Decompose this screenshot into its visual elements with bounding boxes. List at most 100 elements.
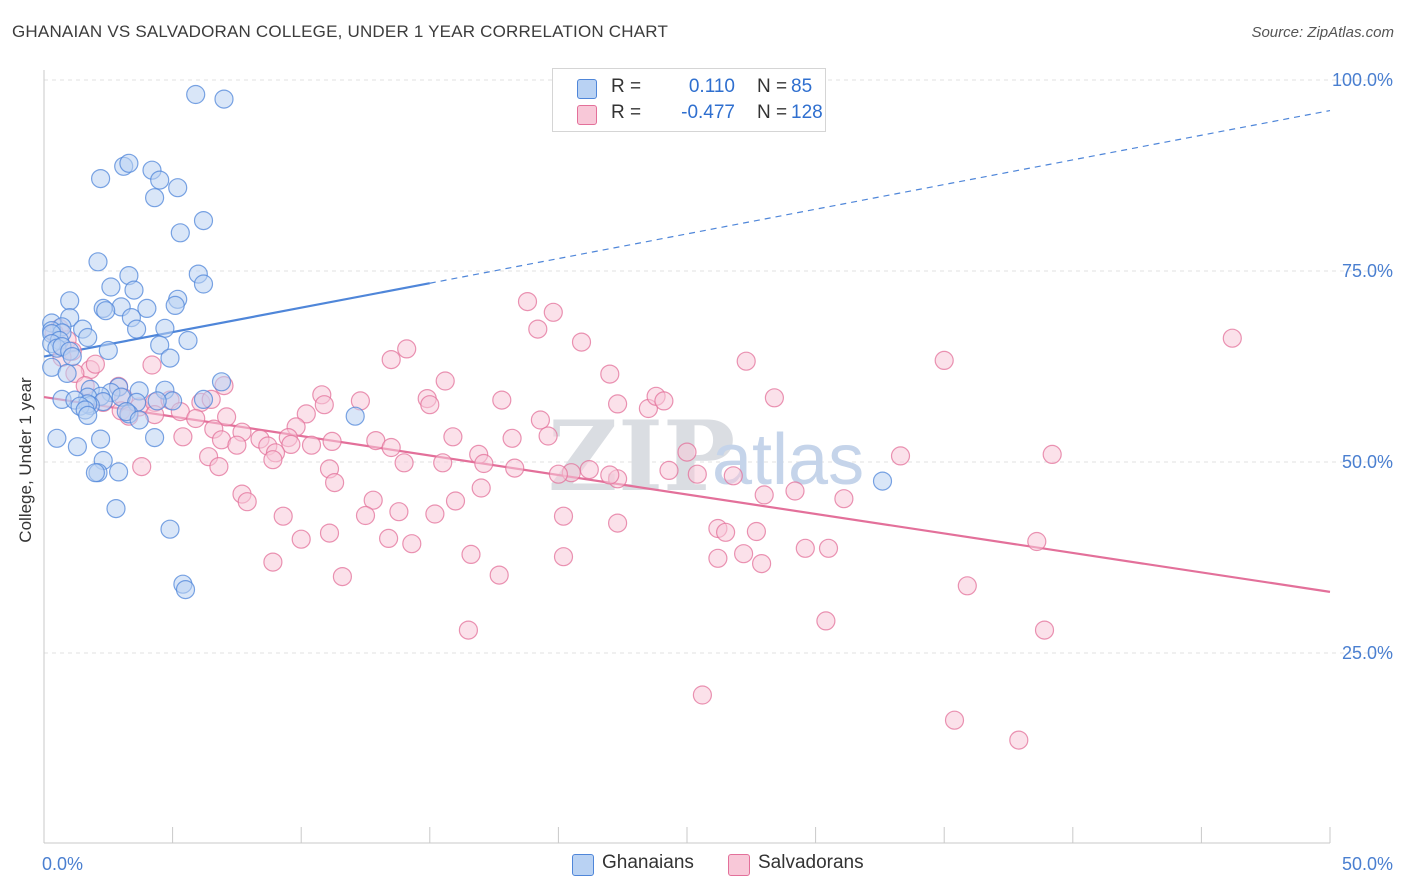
bottom-legend-swatch-ghanaians bbox=[572, 854, 594, 876]
point-ghanaians bbox=[62, 347, 82, 367]
point-salvadorans bbox=[1034, 620, 1055, 640]
point-ghanaians bbox=[108, 462, 129, 482]
point-salvadorans bbox=[319, 523, 340, 543]
legend-n-label: N = bbox=[757, 76, 788, 97]
data-points bbox=[42, 84, 1242, 750]
point-salvadorans bbox=[322, 431, 342, 451]
point-salvadorans bbox=[816, 611, 836, 631]
trend-extension-ghanaians bbox=[429, 109, 1331, 284]
point-salvadorans bbox=[957, 576, 977, 596]
point-ghanaians bbox=[145, 188, 165, 208]
point-salvadorans bbox=[461, 544, 481, 565]
point-salvadorans bbox=[528, 319, 548, 339]
y-tick-label: 100.0% bbox=[1332, 70, 1393, 90]
point-salvadorans bbox=[502, 428, 522, 448]
point-ghanaians bbox=[211, 372, 232, 392]
point-ghanaians bbox=[57, 363, 77, 383]
point-salvadorans bbox=[397, 339, 417, 359]
point-salvadorans bbox=[834, 489, 854, 509]
y-tick-label: 25.0% bbox=[1342, 643, 1393, 663]
point-salvadorans bbox=[530, 410, 551, 430]
point-salvadorans bbox=[579, 460, 599, 480]
bottom-legend-label-salvadorans: Salvadorans bbox=[758, 852, 864, 873]
point-salvadorans bbox=[934, 350, 954, 370]
point-ghanaians bbox=[150, 335, 170, 355]
legend-r-value: -0.477 bbox=[681, 102, 735, 123]
point-ghanaians bbox=[872, 471, 893, 491]
legend-swatch-ghanaians bbox=[577, 79, 597, 99]
point-salvadorans bbox=[489, 565, 509, 585]
point-salvadorans bbox=[263, 450, 283, 470]
point-ghanaians bbox=[214, 89, 234, 109]
point-salvadorans bbox=[227, 435, 247, 455]
point-ghanaians bbox=[168, 178, 188, 198]
point-salvadorans bbox=[548, 464, 569, 484]
point-ghanaians bbox=[101, 277, 121, 297]
point-salvadorans bbox=[173, 427, 193, 447]
point-ghanaians bbox=[67, 437, 88, 457]
point-ghanaians bbox=[137, 298, 157, 318]
point-salvadorans bbox=[363, 490, 383, 510]
point-salvadorans bbox=[1027, 531, 1047, 552]
point-salvadorans bbox=[301, 435, 322, 455]
point-salvadorans bbox=[785, 481, 805, 501]
point-ghanaians bbox=[98, 340, 118, 361]
point-salvadorans bbox=[1042, 444, 1062, 464]
point-salvadorans bbox=[273, 506, 293, 526]
source-label: Source: ZipAtlas.com bbox=[1251, 24, 1394, 41]
point-salvadorans bbox=[379, 528, 399, 549]
point-salvadorans bbox=[607, 513, 628, 533]
point-salvadorans bbox=[1222, 328, 1242, 348]
point-ghanaians bbox=[160, 348, 180, 368]
point-salvadorans bbox=[435, 371, 455, 391]
point-salvadorans bbox=[723, 466, 743, 486]
point-salvadorans bbox=[85, 354, 106, 374]
point-ghanaians bbox=[127, 319, 147, 339]
y-axis-label: College, Under 1 year bbox=[16, 377, 35, 543]
point-salvadorans bbox=[538, 426, 558, 446]
correlation-legend: R = 0.110 N = 85 R = -0.477 N = 128 bbox=[552, 68, 826, 132]
point-salvadorans bbox=[296, 404, 316, 424]
point-ghanaians bbox=[345, 406, 365, 426]
point-salvadorans bbox=[217, 407, 237, 427]
point-ghanaians bbox=[165, 295, 185, 315]
point-salvadorans bbox=[458, 620, 478, 640]
point-ghanaians bbox=[90, 429, 111, 449]
point-salvadorans bbox=[471, 478, 491, 498]
point-salvadorans bbox=[492, 390, 512, 410]
point-ghanaians bbox=[147, 391, 167, 411]
point-ghanaians bbox=[193, 211, 214, 231]
point-ghanaians bbox=[160, 519, 180, 539]
point-salvadorans bbox=[433, 453, 453, 473]
y-tick-label: 75.0% bbox=[1342, 261, 1393, 281]
point-ghanaians bbox=[88, 252, 108, 272]
point-salvadorans bbox=[389, 502, 409, 522]
point-salvadorans bbox=[445, 491, 466, 511]
point-salvadorans bbox=[543, 302, 563, 322]
bottom-legend-swatch-salvadorans bbox=[728, 854, 750, 876]
point-ghanaians bbox=[96, 301, 116, 321]
point-salvadorans bbox=[654, 391, 674, 411]
watermark: ZIP atlas bbox=[548, 400, 864, 513]
legend-n-value: 85 bbox=[791, 76, 813, 97]
point-ghanaians bbox=[124, 280, 144, 300]
point-salvadorans bbox=[263, 552, 283, 572]
point-salvadorans bbox=[553, 506, 574, 526]
point-ghanaians bbox=[186, 84, 206, 105]
point-salvadorans bbox=[314, 395, 334, 415]
tick-labels: 25.0% 50.0% 75.0% 100.0% 0.0% 50.0% bbox=[42, 70, 1393, 874]
point-salvadorans bbox=[420, 395, 440, 415]
point-ghanaians bbox=[155, 318, 175, 338]
point-salvadorans bbox=[746, 521, 767, 542]
point-ghanaians bbox=[90, 169, 111, 189]
point-ghanaians bbox=[78, 405, 98, 425]
point-salvadorans bbox=[736, 351, 756, 371]
point-salvadorans bbox=[764, 388, 785, 408]
watermark-zip: ZIP bbox=[548, 400, 735, 513]
point-salvadorans bbox=[209, 457, 229, 477]
point-ghanaians bbox=[47, 428, 67, 448]
axes bbox=[43, 70, 1331, 844]
point-ghanaians bbox=[193, 389, 214, 409]
point-salvadorans bbox=[281, 434, 301, 454]
